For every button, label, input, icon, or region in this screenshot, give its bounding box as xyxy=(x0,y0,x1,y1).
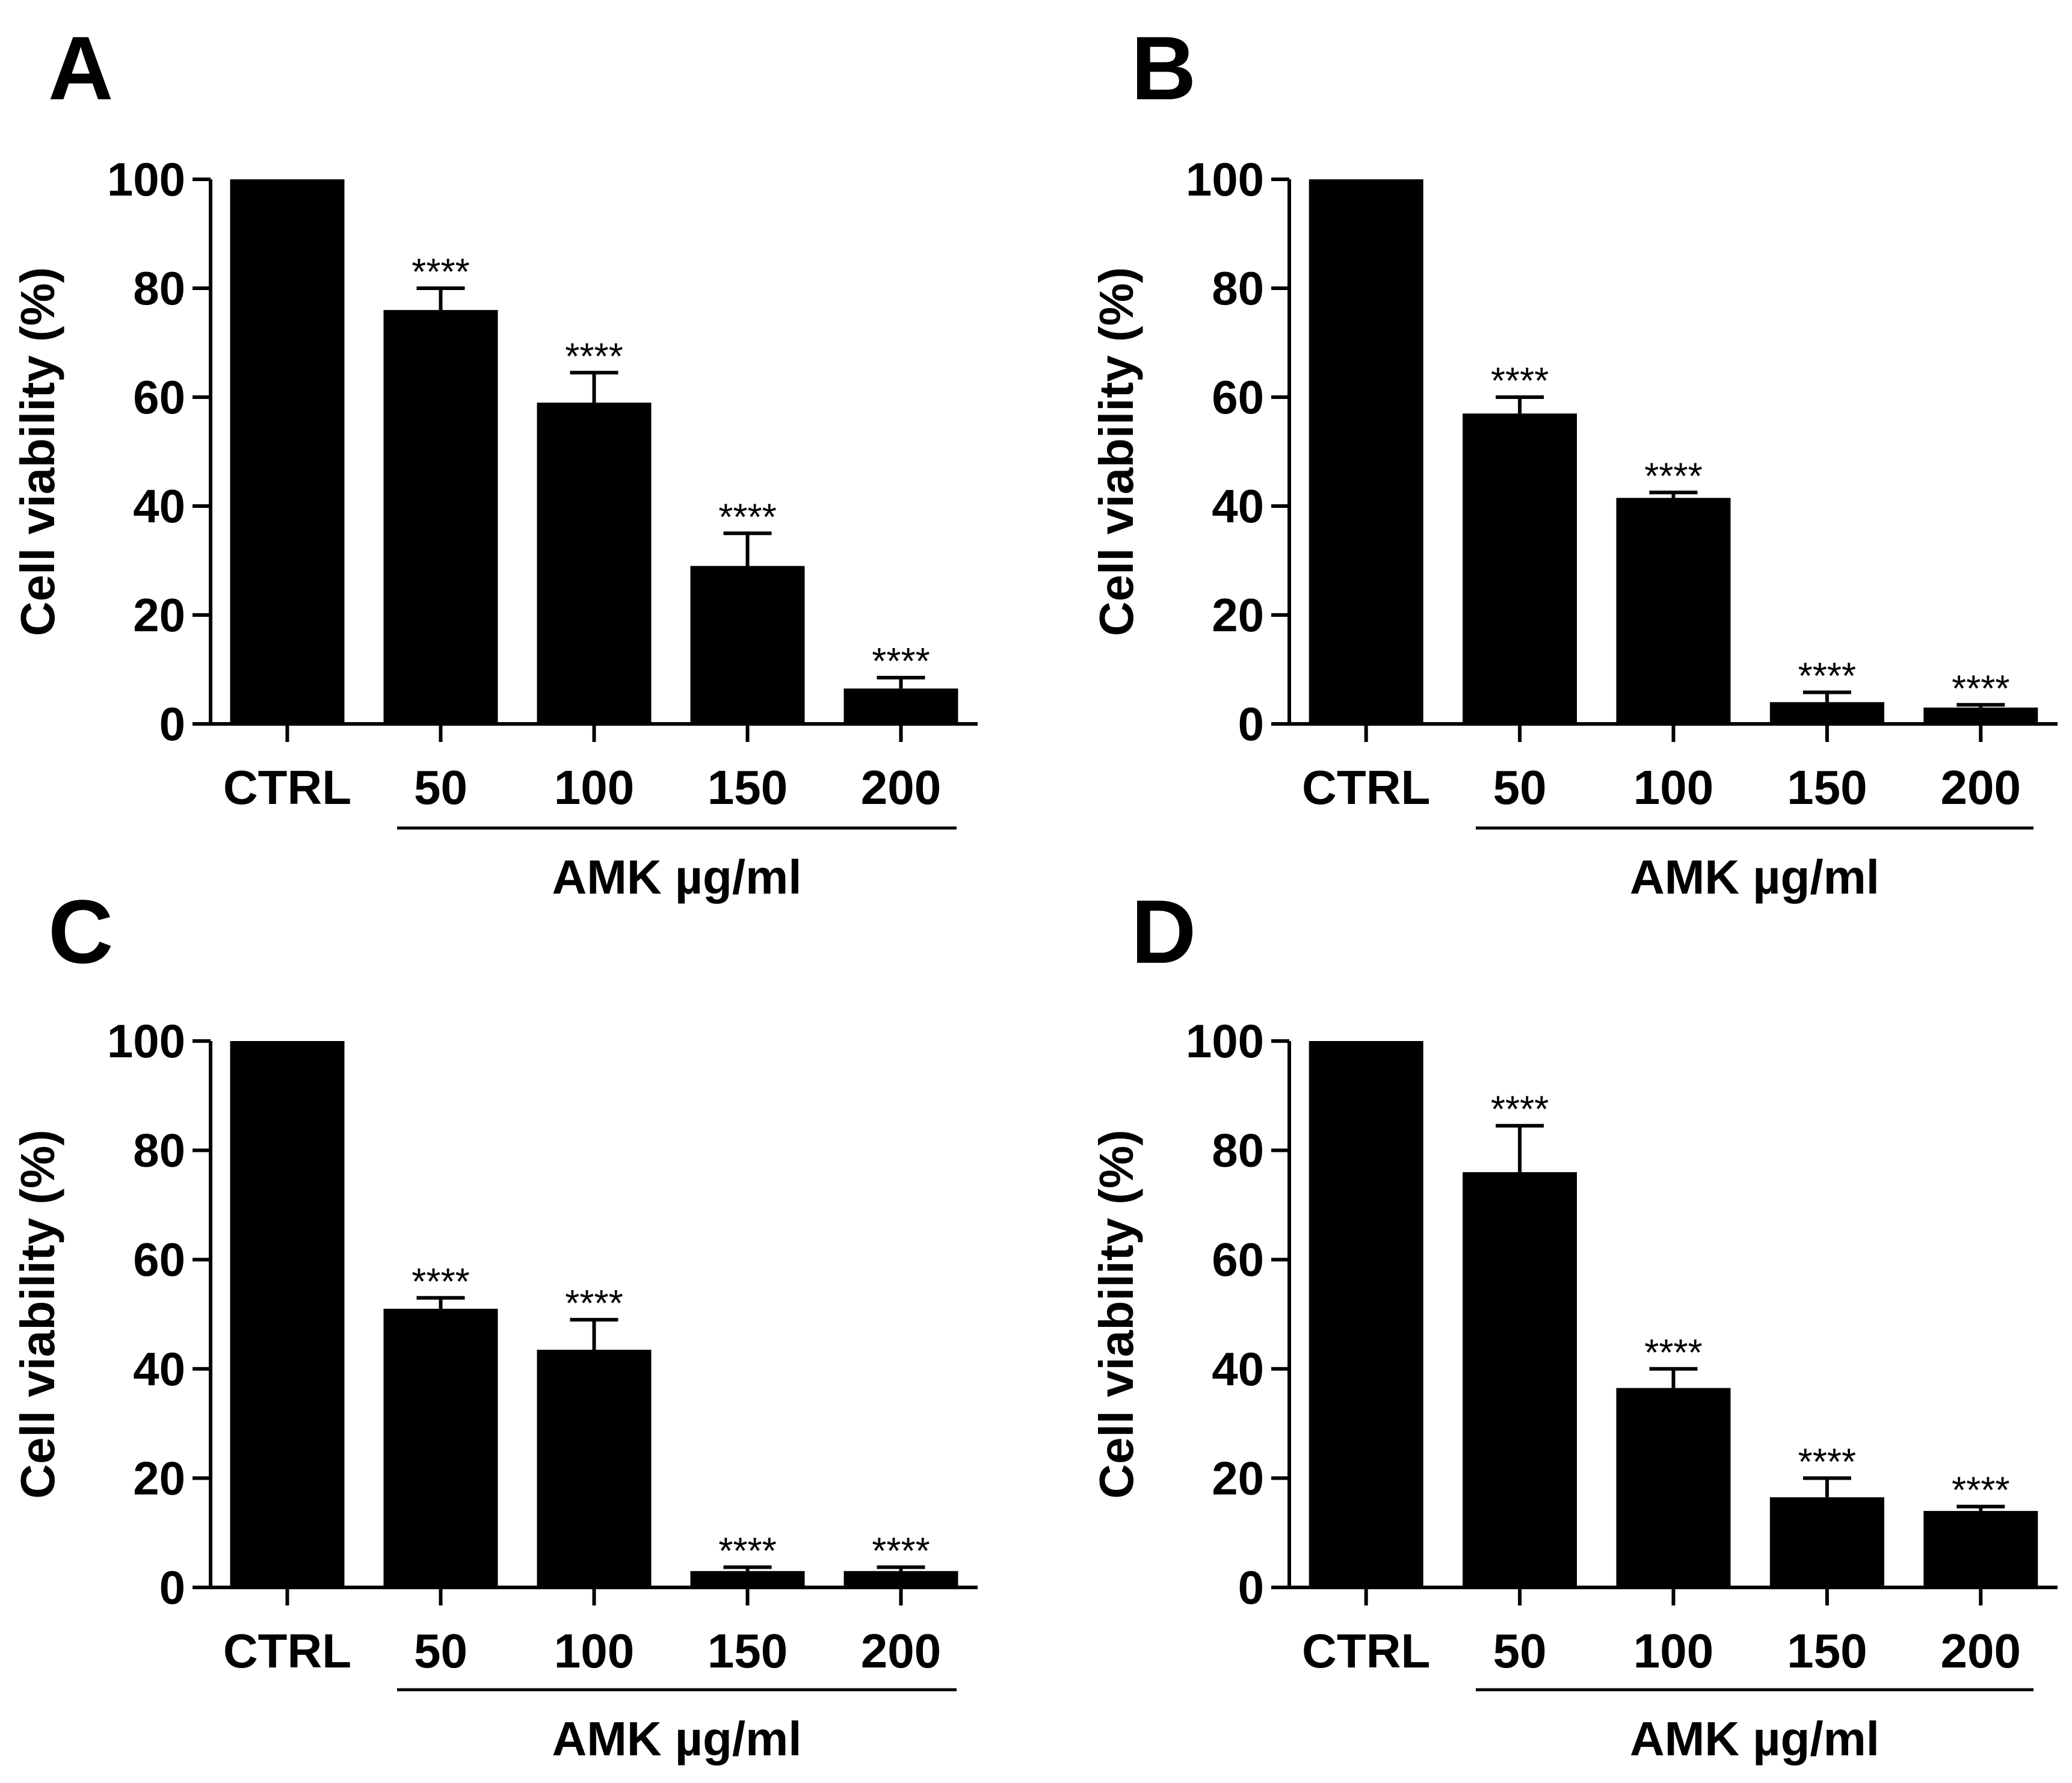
y-tick-label: 0 xyxy=(1238,1561,1264,1614)
y-tick-label: 20 xyxy=(133,1451,185,1504)
x-category-label: 150 xyxy=(1787,1624,1867,1678)
y-tick-label: 60 xyxy=(1212,371,1264,424)
bar-50 xyxy=(383,1308,498,1587)
bar-200 xyxy=(1923,707,2038,724)
y-tick-label: 100 xyxy=(1186,1015,1264,1068)
panel-letter: D xyxy=(1131,881,1196,982)
significance-label: **** xyxy=(1491,360,1549,402)
x-category-label: CTRL xyxy=(1302,1624,1430,1678)
bar-150 xyxy=(690,566,805,724)
y-tick-label: 100 xyxy=(107,153,185,206)
significance-label: **** xyxy=(412,252,470,293)
x-category-label: 150 xyxy=(1787,761,1867,814)
y-tick-label: 80 xyxy=(1212,262,1264,315)
y-tick-label: 80 xyxy=(133,262,185,315)
bar-50 xyxy=(1463,1172,1577,1587)
y-tick-label: 20 xyxy=(133,589,185,641)
y-tick-label: 60 xyxy=(1212,1233,1264,1286)
x-category-label: CTRL xyxy=(223,761,351,814)
bar-200 xyxy=(843,688,958,724)
x-category-label: 100 xyxy=(1633,761,1713,814)
panel-letter: B xyxy=(1131,17,1196,119)
significance-label: **** xyxy=(1644,456,1703,497)
bar-100 xyxy=(537,1350,652,1587)
bar-200 xyxy=(843,1571,958,1587)
y-tick-label: 60 xyxy=(133,1233,185,1286)
panel-letter: A xyxy=(48,17,113,119)
bar-ctrl xyxy=(230,1041,345,1587)
significance-label: **** xyxy=(872,1530,930,1572)
chart-panel-d: D **** **** **** **** 0 20 40 60 80 100 CTRL 50 100 15… xyxy=(1090,881,2058,1766)
y-tick-label: 0 xyxy=(159,1561,185,1614)
chart-panel-a: A **** **** **** **** 0 20 40 60 80 100 CTRL 50 100 15… xyxy=(11,17,978,904)
y-tick-label: 80 xyxy=(133,1124,185,1177)
significance-label: **** xyxy=(1798,1441,1857,1483)
bar-100 xyxy=(537,403,652,724)
y-tick-label: 100 xyxy=(1186,153,1264,206)
bar-50 xyxy=(1463,413,1577,724)
significance-label: **** xyxy=(1491,1089,1549,1131)
significance-label: **** xyxy=(412,1261,470,1303)
chart-panel-c: C **** **** **** **** 0 20 40 60 80 100 CTRL 50 100 15… xyxy=(11,881,978,1766)
x-category-label: 150 xyxy=(708,1624,788,1678)
x-category-label: 50 xyxy=(414,761,467,814)
bar-ctrl xyxy=(230,179,345,724)
x-category-label: 100 xyxy=(554,761,634,814)
x-category-label: 50 xyxy=(1493,761,1547,814)
x-category-label: 200 xyxy=(861,761,941,814)
y-tick-label: 40 xyxy=(133,1343,185,1395)
bar-200 xyxy=(1923,1510,2038,1587)
y-axis-title: Cell viability (%) xyxy=(1090,1129,1143,1498)
x-category-label: 200 xyxy=(1941,1624,2021,1678)
significance-label: **** xyxy=(1952,668,2010,709)
bar-150 xyxy=(1769,702,1884,724)
group-label: AMK µg/ml xyxy=(1630,1712,1879,1766)
y-tick-label: 20 xyxy=(1212,589,1264,641)
chart-panel-b: B **** **** **** **** 0 20 40 60 80 100 CTRL 50 100 15… xyxy=(1090,17,2058,904)
significance-label: **** xyxy=(1644,1332,1703,1374)
group-label: AMK µg/ml xyxy=(1630,850,1879,904)
x-category-label: 50 xyxy=(414,1624,467,1678)
y-tick-label: 100 xyxy=(107,1015,185,1068)
significance-label: **** xyxy=(565,1283,623,1324)
bar-50 xyxy=(383,310,498,724)
y-tick-label: 80 xyxy=(1212,1124,1264,1177)
bar-ctrl xyxy=(1309,1041,1423,1587)
x-category-label: 200 xyxy=(861,1624,941,1678)
significance-label: **** xyxy=(1798,656,1857,697)
group-label: AMK µg/ml xyxy=(552,850,802,904)
significance-label: **** xyxy=(718,496,777,538)
y-axis-title: Cell viability (%) xyxy=(11,267,64,636)
y-tick-label: 40 xyxy=(1212,480,1264,533)
y-tick-label: 0 xyxy=(1238,697,1264,750)
bar-150 xyxy=(690,1571,805,1587)
y-tick-label: 20 xyxy=(1212,1451,1264,1504)
x-category-label: 50 xyxy=(1493,1624,1547,1678)
y-axis-title: Cell viability (%) xyxy=(1090,267,1143,636)
significance-label: **** xyxy=(1952,1470,2010,1512)
x-category-label: CTRL xyxy=(1302,761,1430,814)
significance-label: **** xyxy=(872,641,930,682)
y-tick-label: 40 xyxy=(133,480,185,533)
x-category-label: 150 xyxy=(708,761,788,814)
group-label: AMK µg/ml xyxy=(552,1712,802,1766)
significance-label: **** xyxy=(565,336,623,377)
x-category-label: 100 xyxy=(1633,1624,1713,1678)
bar-100 xyxy=(1616,498,1731,724)
bar-100 xyxy=(1616,1388,1731,1587)
significance-label: **** xyxy=(718,1530,777,1572)
y-axis-title: Cell viability (%) xyxy=(11,1129,64,1498)
x-category-label: CTRL xyxy=(223,1624,351,1678)
y-tick-label: 60 xyxy=(133,371,185,424)
panel-letter: C xyxy=(48,881,113,982)
x-category-label: 200 xyxy=(1941,761,2021,814)
bar-ctrl xyxy=(1309,179,1423,724)
bar-150 xyxy=(1769,1497,1884,1587)
x-category-label: 100 xyxy=(554,1624,634,1678)
y-tick-label: 40 xyxy=(1212,1343,1264,1395)
y-tick-label: 0 xyxy=(159,697,185,750)
